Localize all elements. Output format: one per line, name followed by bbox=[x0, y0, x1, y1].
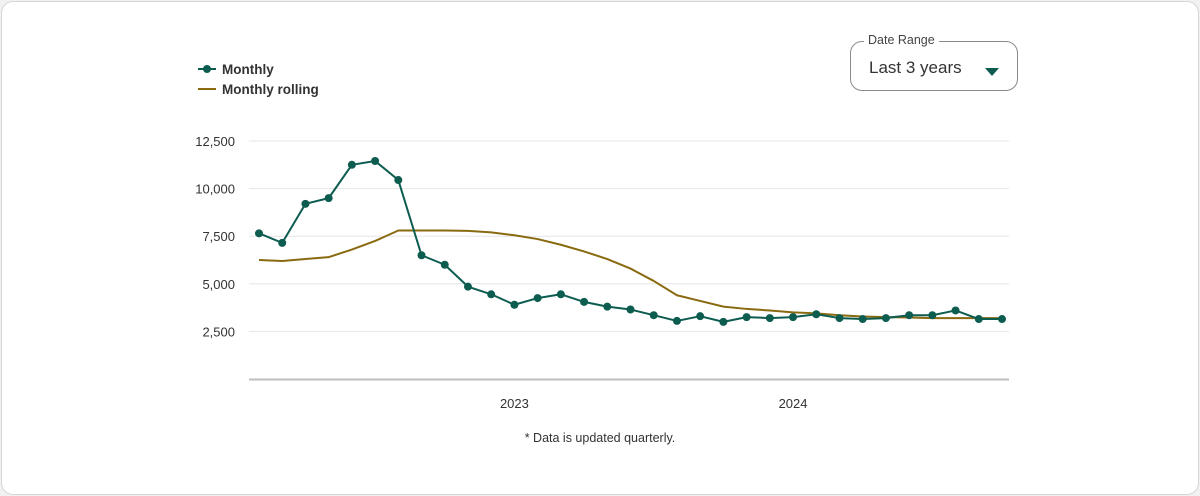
data-point-monthly bbox=[278, 238, 287, 247]
y-tick-label: 12,500 bbox=[195, 134, 235, 149]
data-point-monthly bbox=[835, 314, 844, 323]
x-tick-label: 2023 bbox=[500, 396, 529, 411]
data-point-monthly bbox=[463, 282, 472, 291]
data-point-monthly bbox=[742, 313, 751, 322]
legend-item-monthly[interactable]: Monthly bbox=[198, 59, 319, 79]
data-point-monthly bbox=[928, 311, 937, 320]
data-point-monthly bbox=[394, 176, 403, 185]
x-tick-label: 2024 bbox=[779, 396, 808, 411]
y-tick-label: 5,000 bbox=[202, 277, 235, 292]
monthly-marker-icon bbox=[198, 64, 216, 74]
data-point-monthly bbox=[998, 315, 1006, 324]
data-point-monthly bbox=[719, 317, 728, 326]
y-tick-label: 7,500 bbox=[202, 229, 235, 244]
data-point-monthly bbox=[789, 313, 798, 322]
data-point-monthly bbox=[440, 260, 449, 269]
data-point-monthly bbox=[580, 297, 589, 306]
data-point-monthly bbox=[881, 314, 890, 323]
data-point-monthly bbox=[487, 290, 496, 299]
data-point-monthly bbox=[533, 294, 542, 303]
data-point-monthly bbox=[255, 229, 263, 238]
date-range-value: Last 3 years bbox=[869, 58, 962, 77]
y-tick-label: 10,000 bbox=[195, 182, 235, 197]
data-point-monthly bbox=[347, 160, 356, 169]
date-range-select[interactable]: Date Range Last 3 years bbox=[850, 33, 1018, 91]
legend-label-rolling: Monthly rolling bbox=[222, 81, 319, 97]
data-point-monthly bbox=[417, 251, 426, 260]
data-point-monthly bbox=[951, 306, 960, 315]
data-point-monthly bbox=[556, 290, 565, 299]
data-point-monthly bbox=[649, 311, 658, 320]
data-point-monthly bbox=[626, 305, 635, 314]
data-point-monthly bbox=[696, 312, 705, 321]
data-point-monthly bbox=[301, 199, 310, 208]
caret-down-icon bbox=[985, 64, 999, 82]
rolling-line-icon bbox=[198, 84, 216, 94]
data-point-monthly bbox=[603, 302, 612, 311]
data-point-monthly bbox=[371, 156, 380, 165]
series-line-monthly bbox=[258, 159, 1002, 323]
data-point-monthly bbox=[812, 310, 821, 319]
data-point-monthly bbox=[324, 194, 333, 203]
y-tick-label: 2,500 bbox=[202, 324, 235, 339]
series-line-monthly-rolling bbox=[258, 229, 1002, 320]
chart-legend: Monthly Monthly rolling bbox=[198, 59, 319, 99]
data-point-monthly bbox=[905, 311, 914, 320]
data-point-monthly bbox=[672, 316, 681, 325]
data-point-monthly bbox=[765, 314, 774, 323]
data-point-monthly bbox=[974, 315, 983, 324]
data-point-monthly bbox=[858, 315, 867, 324]
legend-label-monthly: Monthly bbox=[222, 61, 274, 77]
legend-item-rolling[interactable]: Monthly rolling bbox=[198, 79, 319, 99]
date-range-label: Date Range bbox=[864, 33, 939, 47]
data-point-monthly bbox=[510, 300, 519, 309]
footnote: * Data is updated quarterly. bbox=[524, 431, 676, 445]
line-chart: 2,500 5,000 7,500 10,000 12,500 2023 2024 bbox=[195, 134, 1009, 411]
